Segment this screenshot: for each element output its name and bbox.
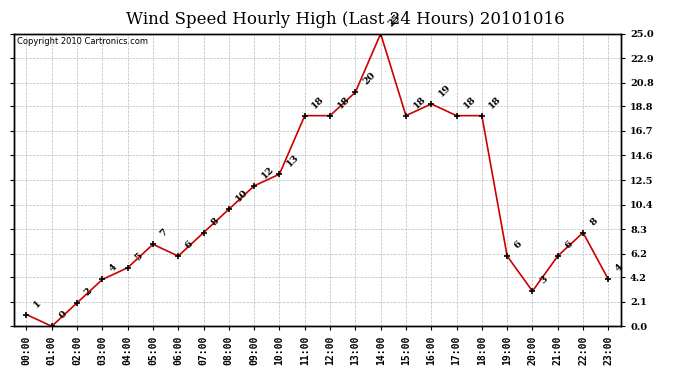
Text: 12: 12	[259, 165, 275, 180]
Text: 5: 5	[133, 251, 144, 262]
Text: 19: 19	[437, 82, 453, 98]
Text: 18: 18	[411, 94, 427, 110]
Text: 25: 25	[386, 12, 402, 28]
Text: 2: 2	[83, 286, 94, 297]
Text: 0: 0	[57, 309, 68, 321]
Text: 6: 6	[563, 239, 575, 250]
Text: Copyright 2010 Cartronics.com: Copyright 2010 Cartronics.com	[17, 37, 148, 46]
Text: 8: 8	[589, 216, 600, 227]
Text: 13: 13	[285, 153, 301, 169]
Text: 7: 7	[159, 228, 170, 239]
Text: 18: 18	[487, 94, 503, 110]
Text: 4: 4	[614, 263, 625, 274]
Text: Wind Speed Hourly High (Last 24 Hours) 20101016: Wind Speed Hourly High (Last 24 Hours) 2…	[126, 11, 564, 28]
Text: 18: 18	[335, 94, 351, 110]
Text: 3: 3	[538, 274, 549, 286]
Text: 6: 6	[184, 239, 195, 250]
Text: 4: 4	[108, 263, 119, 274]
Text: 10: 10	[235, 188, 250, 204]
Text: 20: 20	[361, 71, 377, 87]
Text: 6: 6	[513, 239, 524, 250]
Text: 18: 18	[462, 94, 478, 110]
Text: 8: 8	[209, 216, 220, 227]
Text: 1: 1	[32, 298, 43, 309]
Text: 18: 18	[310, 94, 326, 110]
